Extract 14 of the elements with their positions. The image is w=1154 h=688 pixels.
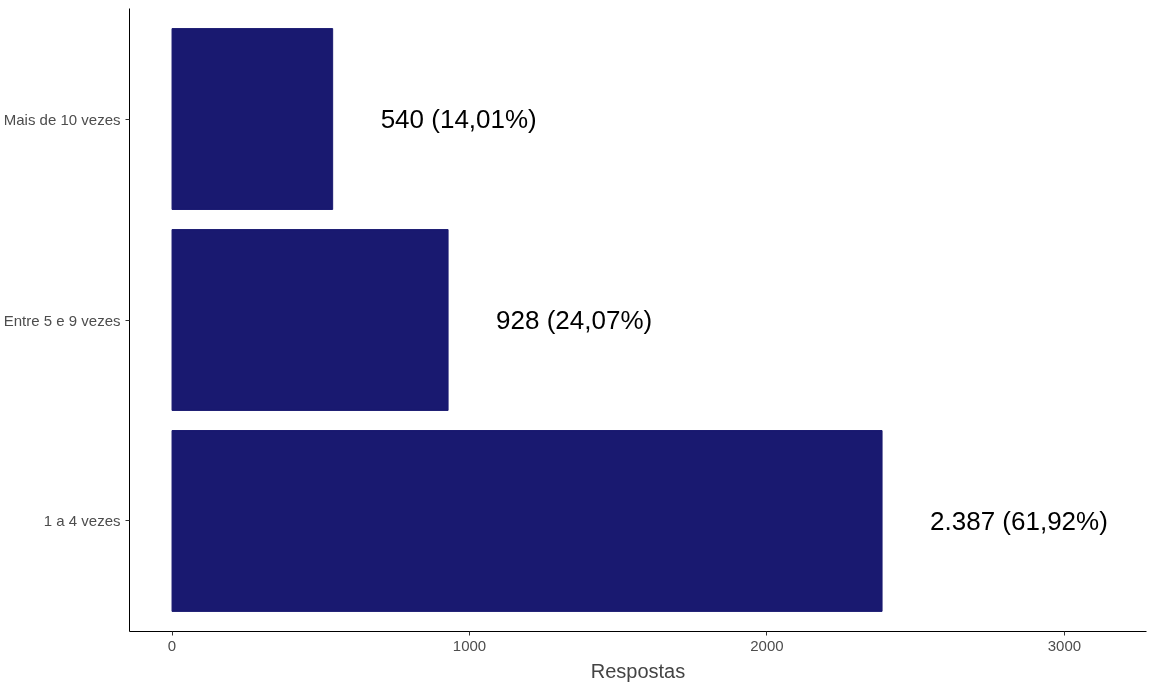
x-tick-label: 2000 bbox=[750, 636, 784, 654]
x-tick-label: 0 bbox=[167, 636, 177, 654]
x-tick-label: 1000 bbox=[452, 636, 487, 654]
data-label: 540 (14,01%) bbox=[380, 104, 537, 135]
bar bbox=[171, 229, 449, 411]
x-axis-title: Respostas bbox=[590, 659, 686, 682]
y-tick-label: Mais de 10 vezes bbox=[3, 110, 121, 128]
x-tick-label: 3000 bbox=[1047, 636, 1082, 654]
y-tick-label: Entre 5 e 9 vezes bbox=[3, 311, 121, 329]
y-tick-label: 1 a 4 vezes bbox=[43, 512, 121, 530]
bar bbox=[171, 28, 334, 210]
bar bbox=[171, 430, 883, 612]
data-label: 2.387 (61,92%) bbox=[930, 505, 1108, 536]
data-label: 928 (24,07%) bbox=[496, 305, 653, 335]
